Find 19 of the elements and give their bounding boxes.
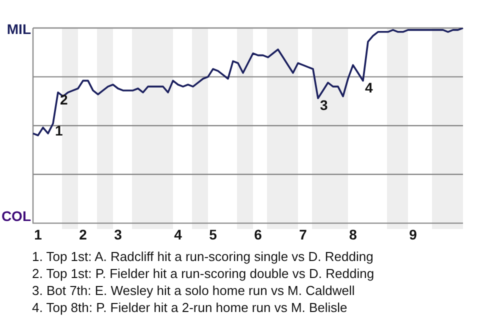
annotation: 3 bbox=[320, 97, 328, 114]
annotation: 4 bbox=[365, 80, 373, 96]
text: 2. Top 1st: P. Fielder hit a run-scoring double vs D. Redding bbox=[32, 265, 376, 282]
x-tick-label: 5 bbox=[209, 226, 218, 242]
text: 4. Top 8th: P. Fielder hit a 2-run home run vs M. Belisle bbox=[32, 299, 348, 316]
text: MIL bbox=[6, 20, 32, 37]
x-tick-label: 8 bbox=[349, 226, 358, 242]
text: 1. Top 1st: A. Radcliff hit a run-scoring single vs D. Redding bbox=[32, 248, 374, 265]
x-tick-label: 3 bbox=[114, 226, 122, 242]
x-tick-label: 9 bbox=[409, 226, 418, 242]
x-tick-label: 7 bbox=[299, 226, 308, 242]
annotation: 2 bbox=[60, 91, 68, 108]
text: COL bbox=[1, 208, 32, 224]
x-tick-label: 2 bbox=[79, 226, 88, 242]
x-tick-label: 1 bbox=[34, 226, 42, 242]
text: 3. Bot 7th: E. Wesley hit a solo home run vs M. Caldwell bbox=[32, 282, 356, 299]
x-tick-label: 4 bbox=[174, 226, 182, 242]
x-tick-label: 6 bbox=[254, 226, 262, 242]
annotation: 1 bbox=[55, 122, 63, 139]
